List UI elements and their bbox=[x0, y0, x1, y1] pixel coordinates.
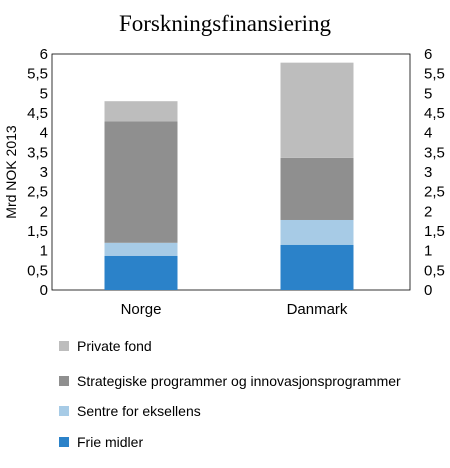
y-tick-label-left: 5 bbox=[40, 85, 48, 102]
y-tick-label-right: 5 bbox=[424, 85, 432, 102]
bar-segment bbox=[104, 101, 178, 122]
legend-label: Sentre for eksellens bbox=[77, 403, 201, 419]
y-tick-label-right: 3 bbox=[424, 164, 432, 181]
legend-swatch bbox=[59, 376, 69, 386]
bar-segment bbox=[280, 219, 354, 245]
y-axis-label: Mrd NOK 2013 bbox=[3, 125, 19, 219]
category-labels: Norge Danmark bbox=[121, 301, 348, 318]
y-tick-label-right: 4 bbox=[424, 125, 432, 142]
y-tick-label-right: 1 bbox=[424, 243, 432, 260]
bar-segment bbox=[280, 62, 354, 158]
legend-swatch bbox=[59, 406, 69, 416]
y-tick-label-right: 4,5 bbox=[424, 105, 445, 122]
y-tick-label-left: 3,5 bbox=[27, 144, 48, 161]
y-tick-label-right: 0,5 bbox=[424, 262, 445, 279]
legend-swatch bbox=[59, 341, 69, 351]
bar-segment bbox=[280, 244, 354, 290]
y-tick-label-right: 0 bbox=[424, 282, 432, 299]
y-tick-label-left: 1,5 bbox=[27, 223, 48, 240]
bar-segment bbox=[104, 242, 178, 256]
y-tick-label-left: 4 bbox=[40, 125, 48, 142]
legend-label: Frie midler bbox=[77, 434, 143, 450]
left-axis-ticks: 0 0,5 1 1,5 2 2,5 3 3,5 4 4,5 5 5,5 6 bbox=[27, 46, 48, 299]
legend-label: Strategiske programmer og innovasjonspro… bbox=[77, 373, 401, 389]
legend-label: Private fond bbox=[77, 338, 152, 354]
y-tick-label-left: 2 bbox=[40, 203, 48, 220]
y-tick-label-right: 5,5 bbox=[424, 66, 445, 83]
y-tick-label-left: 5,5 bbox=[27, 66, 48, 83]
bars bbox=[104, 62, 354, 290]
y-tick-label-left: 6 bbox=[40, 46, 48, 63]
y-tick-label-left: 0 bbox=[40, 282, 48, 299]
y-tick-label-left: 2,5 bbox=[27, 184, 48, 201]
plot-frame bbox=[51, 53, 411, 291]
y-tick-label-right: 6 bbox=[424, 46, 432, 63]
bar-segment bbox=[104, 255, 178, 290]
y-tick-label-right: 3,5 bbox=[424, 144, 445, 161]
y-tick-label-right: 1,5 bbox=[424, 223, 445, 240]
category-label: Norge bbox=[121, 301, 162, 318]
y-tick-label-left: 4,5 bbox=[27, 105, 48, 122]
y-tick-label-left: 1 bbox=[40, 243, 48, 260]
right-axis-ticks: 0 0,5 1 1,5 2 2,5 3 3,5 4 4,5 5 5,5 6 bbox=[424, 46, 445, 299]
chart-title: Forskningsfinansiering bbox=[119, 11, 332, 36]
y-tick-label-left: 3 bbox=[40, 164, 48, 181]
legend-swatch bbox=[59, 437, 69, 447]
y-tick-label-left: 0,5 bbox=[27, 262, 48, 279]
y-tick-label-right: 2 bbox=[424, 203, 432, 220]
legend: Private fond Strategiske programmer og in… bbox=[59, 338, 401, 450]
y-tick-label-right: 2,5 bbox=[424, 184, 445, 201]
bar-segment bbox=[104, 121, 178, 243]
category-label: Danmark bbox=[287, 301, 348, 318]
bar-segment bbox=[280, 157, 354, 220]
